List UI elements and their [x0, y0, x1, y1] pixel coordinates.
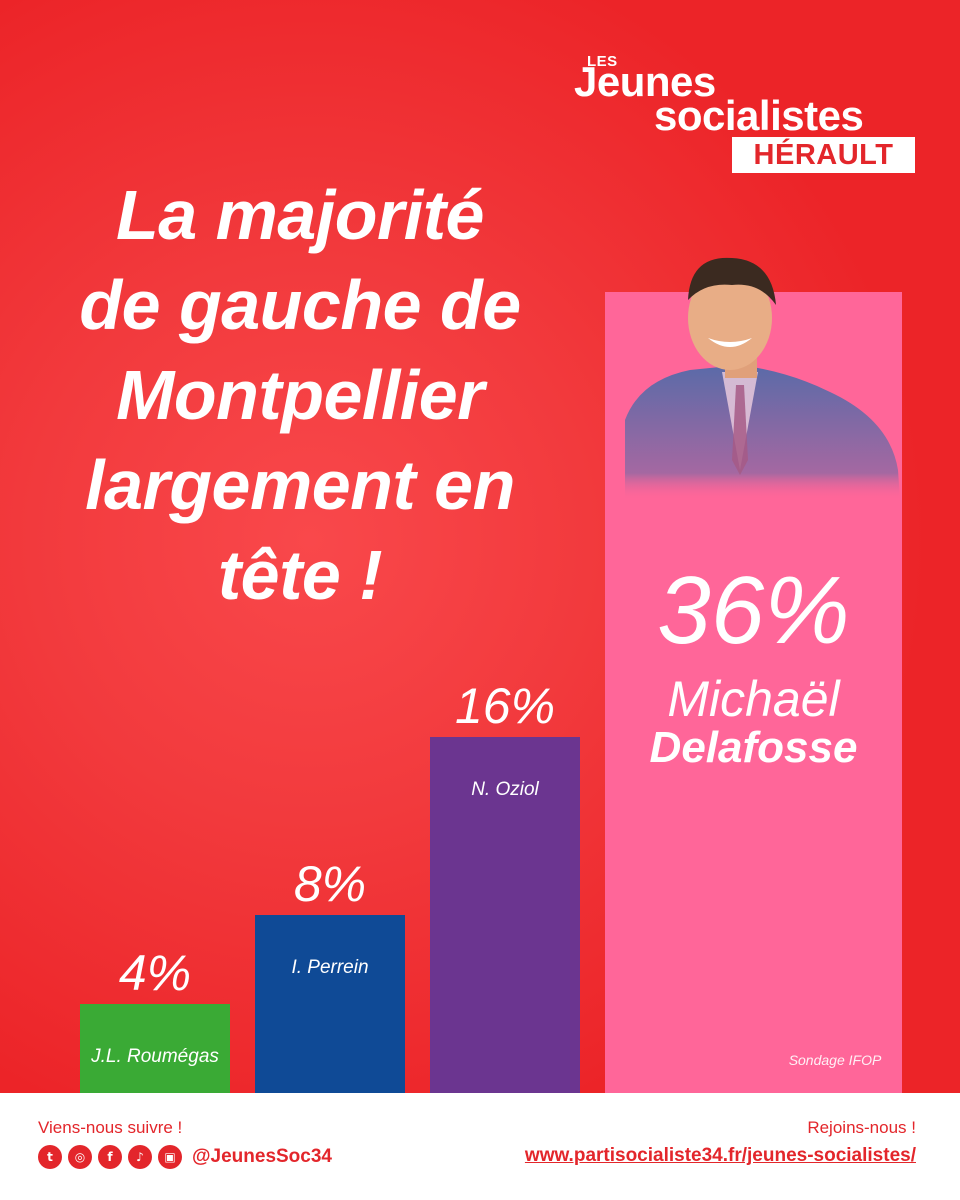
footer: Viens-nous suivre ! t ◎ f ♪ ▣ @JeunesSoc…: [0, 1093, 960, 1200]
value-label: 16%: [455, 678, 555, 734]
logo-socialistes: socialistes: [654, 92, 864, 139]
website-link[interactable]: www.partisocialiste34.fr/jeunes-socialis…: [524, 1145, 916, 1166]
value-label: 8%: [294, 856, 366, 912]
headline-line: La majorité: [116, 176, 484, 254]
instagram-icon[interactable]: ◎: [68, 1145, 92, 1169]
follow-label: Viens-nous suivre !: [38, 1118, 183, 1137]
bar: [255, 915, 405, 1093]
headline-line: largement en: [85, 446, 515, 524]
category-label-last-name: Delafosse: [650, 723, 858, 772]
logo-jeunes: Jeunes: [574, 58, 716, 105]
value-label: 4%: [119, 945, 191, 1001]
category-label-first-name: Michaël: [667, 671, 841, 727]
poll-bar-chart: 4% J.L. Roumégas 8% I. Perrein 16% N. Oziol 36…: [80, 257, 902, 1093]
source-label: Sondage IFOP: [789, 1052, 882, 1068]
candidate-portrait: [625, 257, 900, 500]
bar: [80, 1004, 230, 1093]
category-label: I. Perrein: [291, 957, 368, 978]
bar: [430, 737, 580, 1093]
tiktok-icon[interactable]: ♪: [128, 1145, 152, 1169]
social-links: t ◎ f ♪ ▣ @JeunesSoc34: [38, 1145, 332, 1169]
value-label: 36%: [657, 557, 849, 664]
headline-line: Montpellier: [116, 356, 484, 434]
headline: La majorité de gauche de Montpellier lar…: [20, 170, 580, 620]
poster: LES Jeunes socialistes HÉRAULT La majori…: [0, 0, 960, 1093]
category-label: J.L. Roumégas: [90, 1046, 219, 1067]
facebook-icon[interactable]: f: [98, 1145, 122, 1169]
category-label: N. Oziol: [471, 779, 539, 800]
logo-les: LES: [587, 53, 618, 70]
jeunes-socialistes-logo: LES Jeunes socialistes HÉRAULT: [560, 50, 920, 180]
headline-line: tête !: [217, 536, 383, 614]
twitch-icon[interactable]: ▣: [158, 1145, 182, 1169]
headline-line: de gauche de: [79, 266, 521, 344]
twitter-icon[interactable]: t: [38, 1145, 62, 1169]
join-label: Rejoins-nous !: [807, 1118, 916, 1137]
social-handle[interactable]: @JeunesSoc34: [192, 1146, 332, 1167]
logo-region-badge: HÉRAULT: [732, 137, 915, 173]
